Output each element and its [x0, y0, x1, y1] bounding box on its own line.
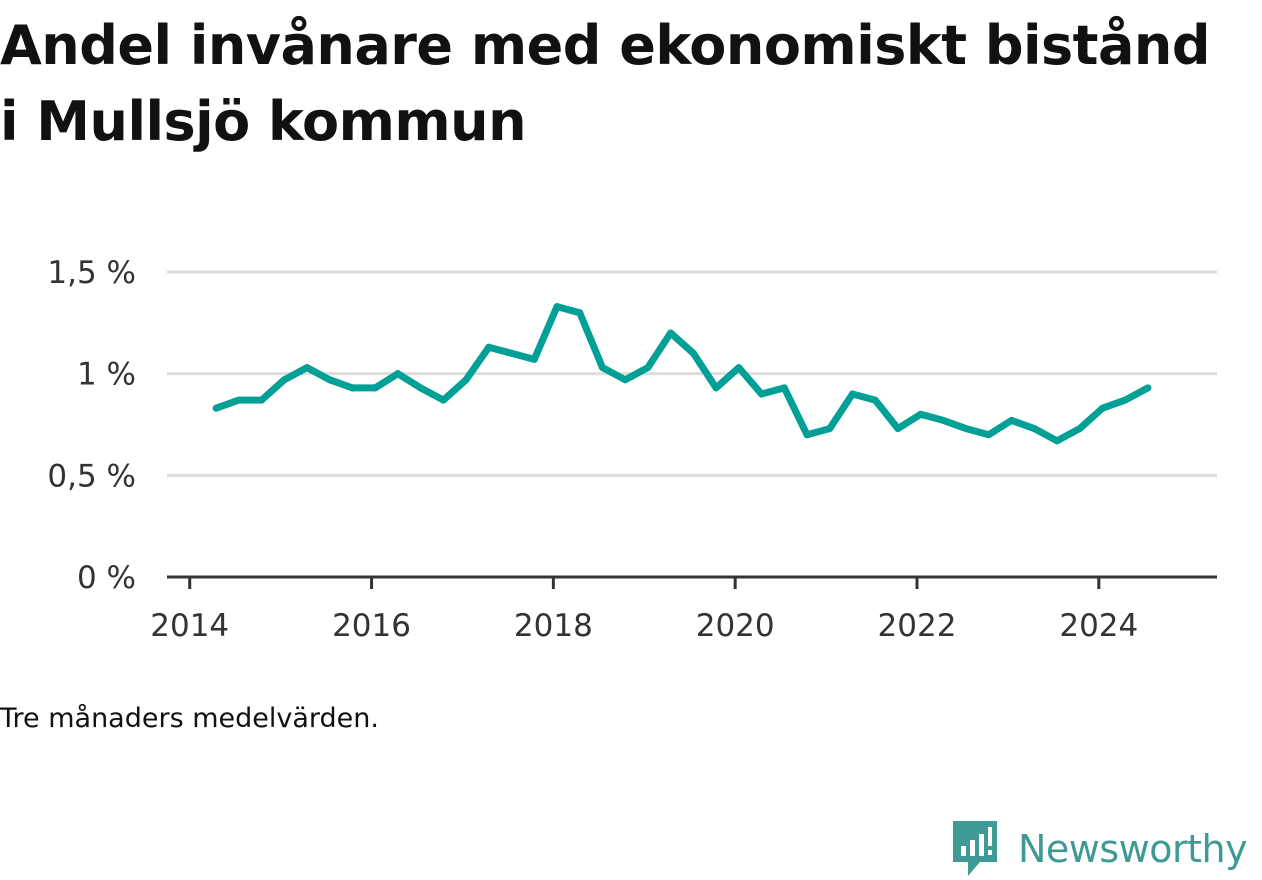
data-point: [758, 390, 766, 398]
data-point: [894, 425, 902, 433]
data-point: [848, 390, 856, 398]
series-layer: [212, 303, 1152, 445]
data-point: [712, 384, 720, 392]
data-point: [371, 384, 379, 392]
data-point: [303, 364, 311, 372]
data-point: [553, 303, 561, 311]
data-point: [939, 416, 947, 424]
chart-title: Andel invånare med ekonomiskt bistånd i …: [0, 14, 1211, 153]
data-point: [644, 364, 652, 372]
y-axis: 0 % 0,5 % 1 % 1,5 %: [47, 255, 136, 596]
data-point: [735, 364, 743, 372]
data-point: [1030, 425, 1038, 433]
data-point: [826, 425, 834, 433]
x-tick-label: 2024: [1059, 608, 1138, 644]
data-point: [917, 410, 925, 418]
data-point: [780, 384, 788, 392]
x-axis: 2014 2016 2018 2020 2022 2024: [150, 575, 1217, 644]
data-point: [1076, 425, 1084, 433]
y-tick-label: 0,5 %: [47, 458, 136, 494]
data-point: [1144, 384, 1152, 392]
y-tick-label: 1 %: [77, 357, 136, 393]
chart-note: Tre månaders medelvärden.: [0, 703, 379, 734]
data-point: [1098, 404, 1106, 412]
x-tick-label: 2022: [878, 608, 957, 644]
data-point: [348, 384, 356, 392]
data-point: [462, 376, 470, 384]
data-point: [1121, 396, 1129, 404]
data-point: [394, 370, 402, 378]
data-point: [985, 431, 993, 439]
brand-name: Newsworthy: [1018, 827, 1248, 871]
data-point: [803, 431, 811, 439]
y-tick-label: 1,5 %: [47, 255, 136, 291]
data-point: [871, 396, 879, 404]
x-tick-label: 2016: [332, 608, 411, 644]
data-point: [689, 349, 697, 357]
newsworthy-logo-icon: [953, 821, 997, 876]
data-point: [417, 384, 425, 392]
x-tick-label: 2018: [514, 608, 593, 644]
data-point: [485, 343, 493, 351]
x-tick-label: 2014: [150, 608, 229, 644]
data-point: [962, 425, 970, 433]
data-point: [621, 376, 629, 384]
x-tick-label: 2020: [696, 608, 775, 644]
data-point: [212, 404, 220, 412]
data-point: [235, 396, 243, 404]
data-point: [508, 349, 516, 357]
gridlines: [167, 270, 1217, 477]
data-point: [258, 396, 266, 404]
newsworthy-logo[interactable]: Newsworthy: [950, 818, 1248, 880]
data-point: [576, 309, 584, 317]
data-point: [667, 329, 675, 337]
data-point: [530, 355, 538, 363]
data-point: [280, 376, 288, 384]
data-point: [1008, 416, 1016, 424]
data-point: [439, 396, 447, 404]
series-line: [214, 303, 1150, 445]
y-tick-label: 0 %: [77, 560, 136, 596]
data-point: [1053, 437, 1061, 445]
data-point: [598, 364, 606, 372]
data-point: [326, 376, 334, 384]
